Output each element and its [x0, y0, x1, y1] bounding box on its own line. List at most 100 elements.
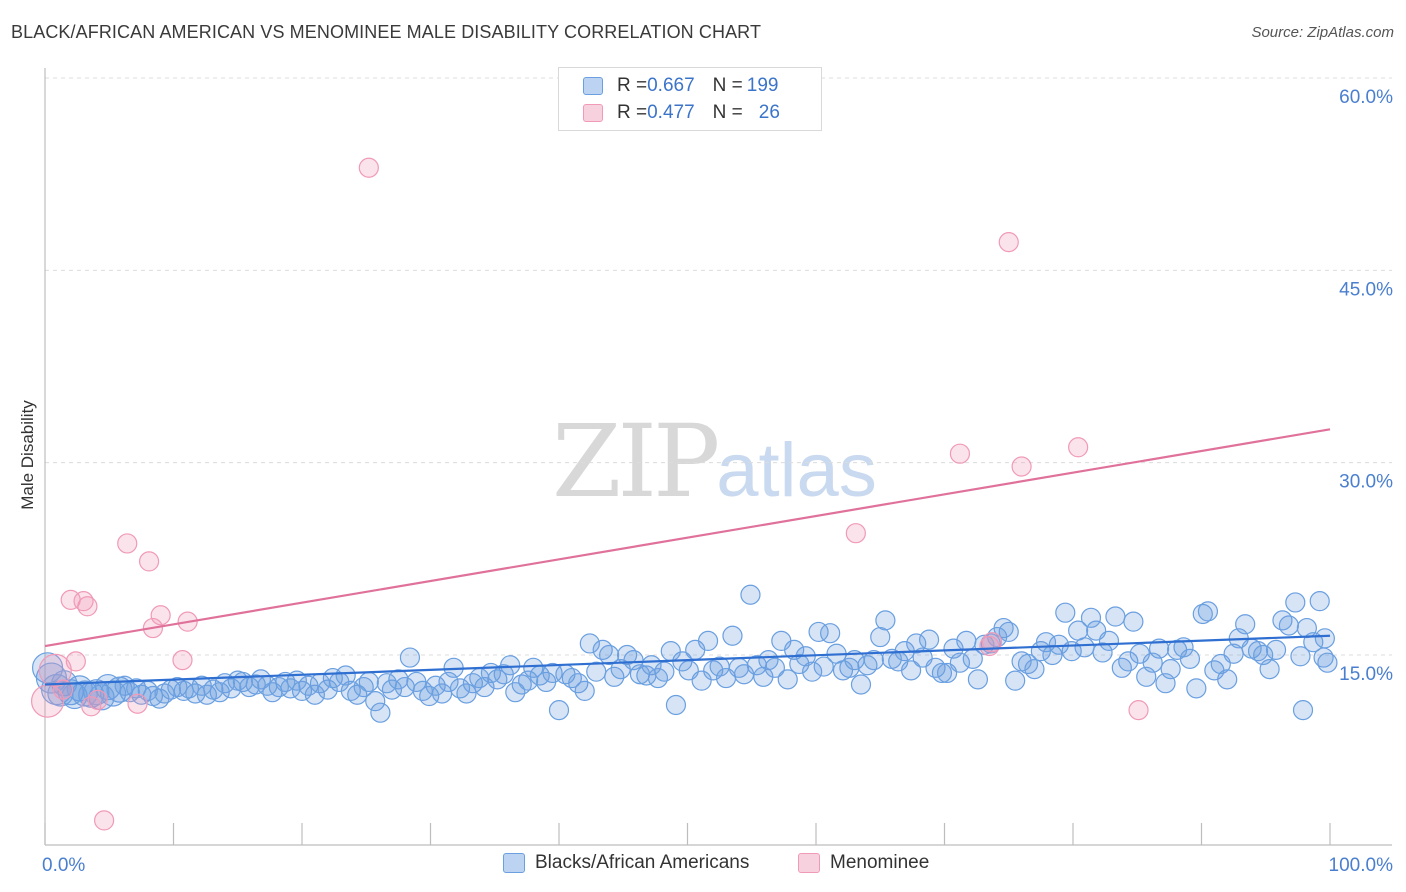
legend-r-label: R =	[617, 102, 648, 123]
trend-line-blacks	[44, 634, 1331, 686]
x-tick-labels: 0.0% 100.0%	[42, 855, 1393, 876]
point-menominee	[1128, 700, 1149, 721]
point-blacks	[456, 683, 477, 704]
point-blacks	[697, 630, 719, 651]
legend-n-label: N =	[712, 75, 743, 96]
point-menominee	[172, 650, 193, 671]
point-blacks	[949, 652, 971, 673]
legend-label-blacks: Blacks/African Americans	[535, 852, 750, 873]
y-tick-label: 60.0%	[1339, 87, 1393, 108]
point-blacks	[1098, 630, 1120, 651]
point-menominee	[979, 635, 1000, 657]
point-blacks	[918, 629, 940, 650]
point-blacks	[900, 660, 922, 681]
point-blacks	[870, 626, 891, 648]
point-blacks	[722, 625, 743, 646]
point-blacks	[304, 684, 325, 705]
point-menominee	[1011, 456, 1032, 477]
point-blacks	[1005, 670, 1026, 691]
point-blacks	[1160, 659, 1181, 680]
legend-n-value: 26	[758, 102, 780, 123]
point-blacks	[1314, 628, 1335, 649]
legend-row-menominee: R = 0.477 N = 26	[583, 101, 780, 125]
point-blacks	[340, 680, 361, 702]
point-blacks	[665, 694, 687, 716]
point-menominee	[1068, 437, 1089, 458]
point-blacks	[154, 683, 175, 704]
point-blacks	[579, 633, 600, 654]
trend-lines	[44, 428, 1331, 686]
y-tick-label: 15.0%	[1339, 664, 1393, 685]
point-blacks	[777, 669, 798, 690]
point-blacks	[820, 623, 841, 644]
point-blacks	[399, 647, 421, 668]
point-blacks	[1024, 659, 1045, 680]
point-menominee	[845, 523, 866, 544]
point-blacks	[365, 691, 386, 712]
point-blacks	[1292, 700, 1314, 721]
point-blacks	[850, 674, 872, 695]
trend-line-menominee	[44, 428, 1331, 648]
legend-item-blacks: Blacks/African Americans	[503, 852, 749, 874]
point-blacks	[1186, 678, 1207, 699]
point-menominee	[949, 443, 971, 464]
point-blacks	[1290, 646, 1311, 667]
axes	[44, 68, 1392, 846]
point-menominee	[77, 596, 98, 617]
point-blacks	[1123, 611, 1144, 632]
legend-r-label: R =	[617, 75, 648, 96]
point-blacks	[746, 655, 767, 676]
point-blacks	[335, 665, 356, 686]
y-tick-label: 45.0%	[1339, 279, 1393, 300]
series-points	[30, 157, 1338, 831]
point-blacks	[381, 679, 403, 700]
point-blacks	[1313, 647, 1334, 668]
legend-r-value: 0.667	[647, 75, 695, 96]
point-blacks	[1285, 592, 1306, 613]
point-blacks	[740, 584, 761, 605]
source-label: Source: ZipAtlas.com	[1251, 24, 1394, 41]
point-blacks	[802, 661, 823, 682]
point-blacks	[574, 680, 595, 702]
legend-r-value: 0.477	[647, 102, 695, 123]
point-blacks	[1080, 607, 1102, 628]
point-menominee	[127, 693, 148, 714]
watermark: ZIPatlas	[552, 403, 877, 520]
legend-label-menominee: Menominee	[830, 852, 930, 873]
point-blacks	[500, 655, 521, 676]
legend-swatch-menominee	[798, 853, 820, 873]
point-blacks	[1179, 648, 1201, 669]
y-tick-labels: 15.0% 30.0% 45.0% 60.0%	[1339, 87, 1393, 685]
watermark-atlas: atlas	[716, 428, 877, 513]
point-blacks	[1259, 659, 1280, 680]
legend-n-value: 199	[746, 75, 779, 96]
point-blacks	[654, 661, 675, 682]
point-menominee	[981, 632, 1003, 653]
point-blacks	[1105, 606, 1126, 627]
legend-row-blacks: R = 0.667 N = 199	[583, 74, 778, 98]
point-blacks	[586, 661, 607, 682]
series-legend: Blacks/African Americans Menominee	[0, 852, 1406, 878]
point-blacks	[1148, 638, 1170, 659]
point-blacks	[1192, 603, 1213, 625]
point-blacks	[370, 702, 391, 723]
chart-title: BLACK/AFRICAN AMERICAN VS MENOMINEE MALE…	[11, 22, 762, 42]
point-menominee	[94, 810, 115, 831]
point-blacks	[548, 700, 570, 721]
point-blacks	[1278, 615, 1299, 636]
correlation-legend: R = 0.667 N = 199 R = 0.477 N = 26	[558, 67, 822, 131]
point-blacks	[931, 662, 953, 684]
point-blacks	[1197, 601, 1219, 622]
legend-n-label: N =	[712, 102, 743, 123]
point-blacks	[813, 656, 834, 677]
point-blacks	[518, 670, 539, 691]
point-blacks	[317, 679, 338, 700]
point-menominee	[138, 551, 160, 572]
point-menominee	[117, 533, 138, 554]
legend-swatch-menominee	[583, 104, 603, 122]
y-tick-label: 30.0%	[1339, 472, 1393, 493]
point-blacks	[691, 670, 712, 691]
x-tick-label: 0.0%	[42, 855, 85, 876]
point-blacks	[1055, 602, 1076, 623]
